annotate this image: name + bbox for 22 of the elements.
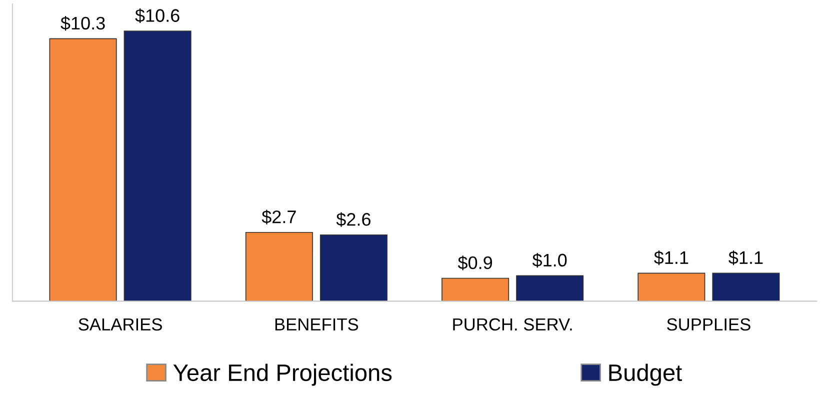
- data-label: $0.9: [458, 256, 492, 270]
- bar: [712, 272, 780, 302]
- bar: [124, 30, 192, 302]
- data-label: $1.1: [728, 250, 763, 266]
- bar: [320, 234, 388, 302]
- bar: [49, 38, 117, 302]
- data-label: $2.6: [336, 212, 370, 227]
- x-tick-label: BENEFITS: [275, 318, 358, 331]
- legend-label: Year End Projections: [173, 364, 392, 386]
- data-label: $10.6: [135, 8, 180, 24]
- bar: [245, 232, 313, 302]
- x-tick-label: PURCH. SERV.: [453, 318, 572, 331]
- bar: [516, 275, 584, 302]
- data-label: $2.7: [262, 210, 296, 224]
- bar: [638, 272, 706, 302]
- data-label: $1.1: [654, 250, 688, 266]
- data-label: $10.3: [60, 16, 105, 31]
- x-tick-label: SALARIES: [78, 318, 162, 331]
- data-label: $1.0: [532, 253, 567, 268]
- bar: [442, 278, 510, 302]
- legend-label: Budget: [609, 364, 682, 386]
- x-tick-label: SUPPLIES: [667, 318, 750, 331]
